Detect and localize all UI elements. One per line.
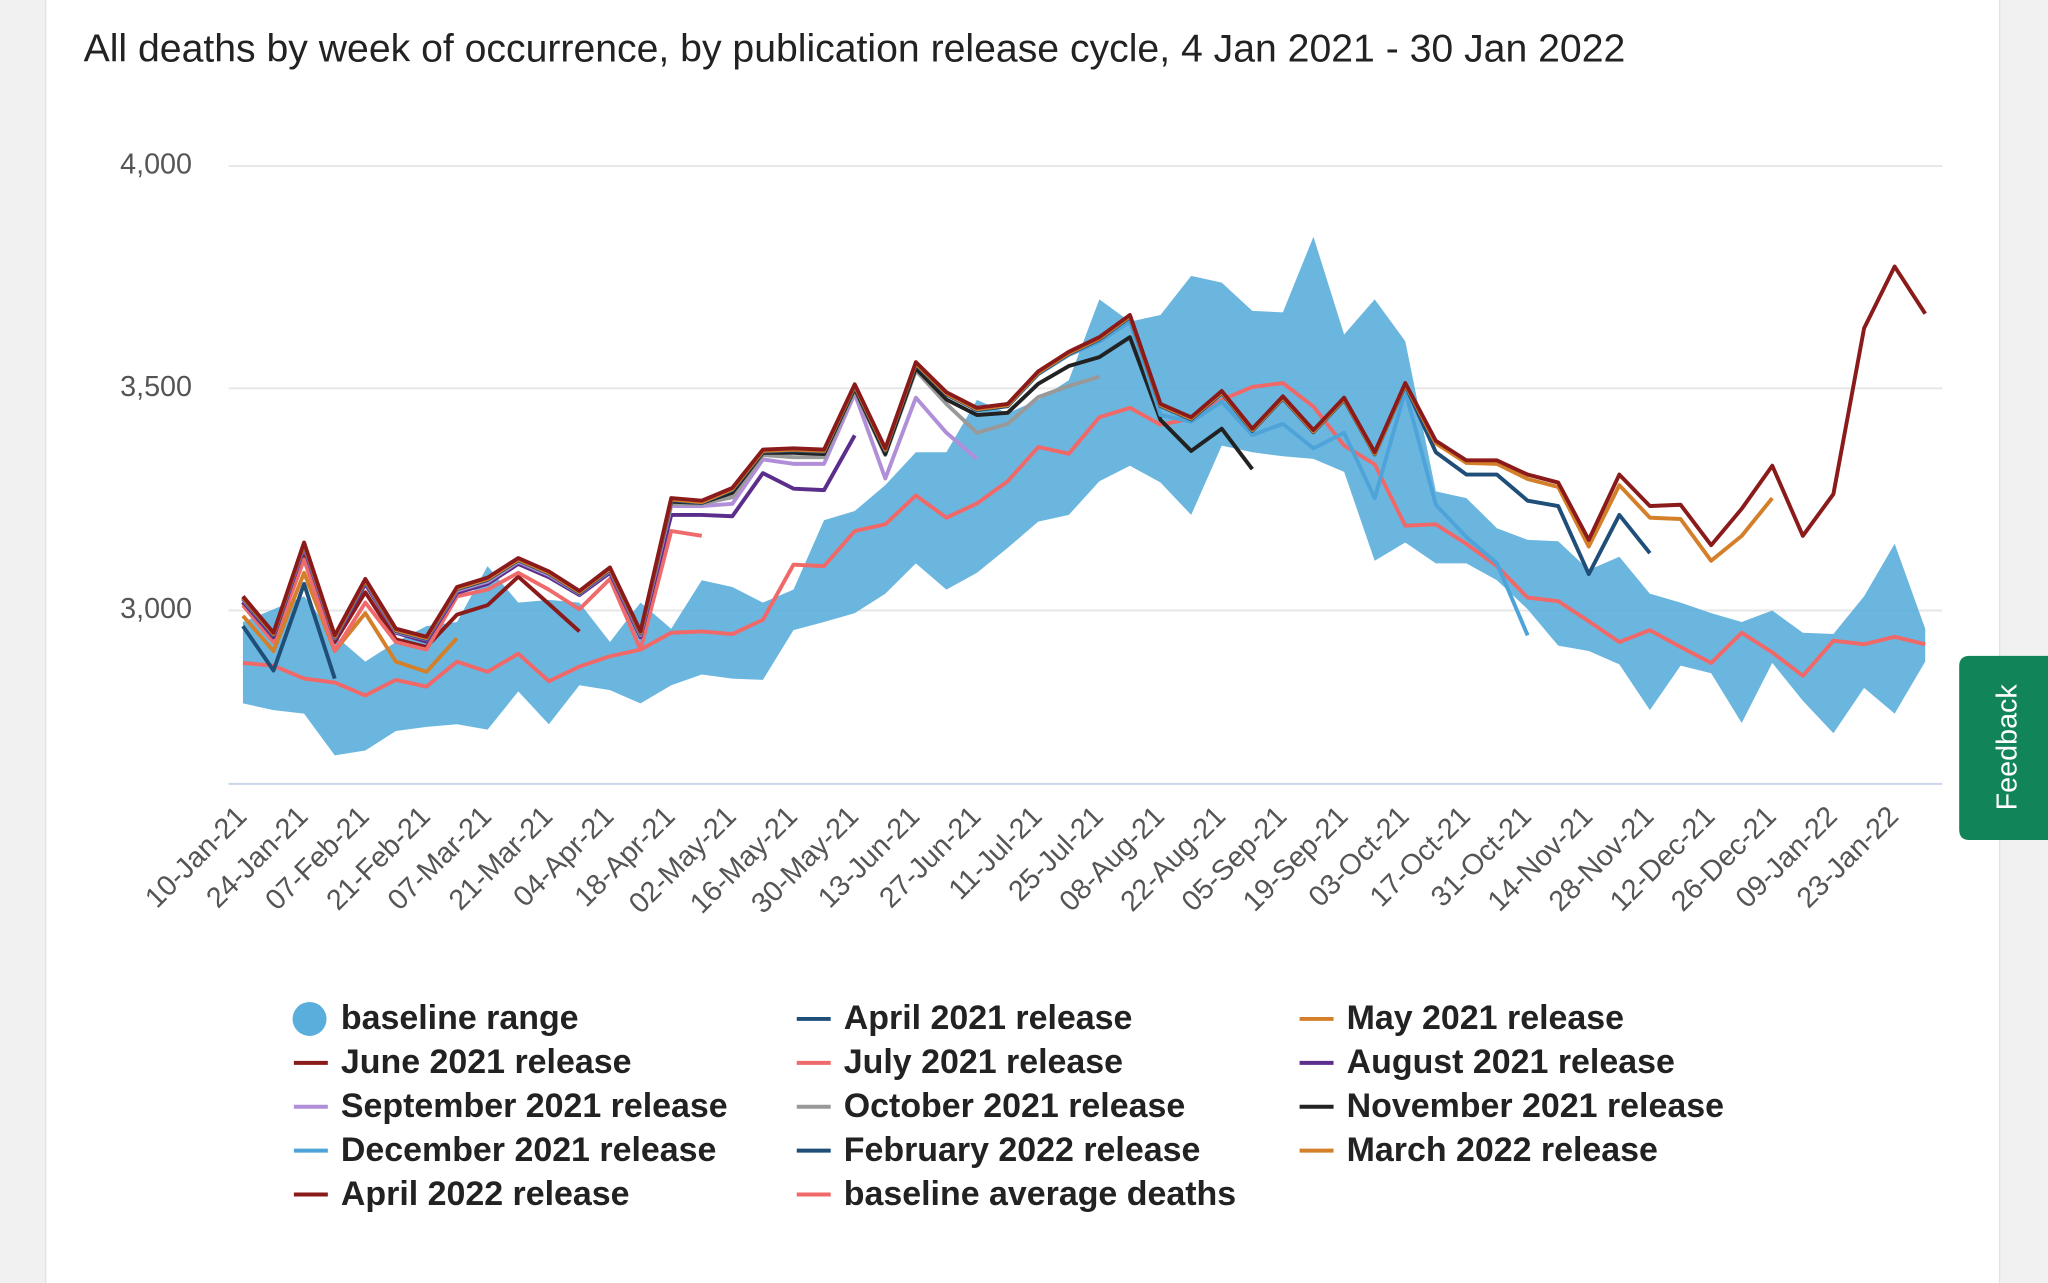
legend-label: September 2021 release bbox=[341, 1087, 728, 1125]
x-tick-labels: 10-Jan-2124-Jan-2107-Feb-2121-Feb-2107-M… bbox=[139, 800, 1905, 920]
legend-label: December 2021 release bbox=[341, 1131, 716, 1169]
legend-label: June 2021 release bbox=[341, 1043, 632, 1081]
feedback-label[interactable]: Feedback bbox=[1991, 684, 2023, 811]
legend-label: July 2021 release bbox=[844, 1043, 1123, 1081]
series-line bbox=[242, 381, 1926, 698]
y-tick-label: 3,500 bbox=[120, 371, 192, 403]
range-area bbox=[242, 236, 1926, 756]
y-tick-label: 3,000 bbox=[120, 593, 192, 625]
plot-area bbox=[241, 236, 1927, 756]
series-line bbox=[241, 581, 337, 680]
legend-label: November 2021 release bbox=[1347, 1087, 1724, 1125]
series-line bbox=[241, 264, 1927, 639]
legend: baseline range April 2021 release May 2021… bbox=[292, 999, 1724, 1213]
series-line bbox=[241, 529, 703, 653]
legend-symbol bbox=[292, 1001, 327, 1036]
legend-label: baseline average deaths bbox=[844, 1175, 1236, 1213]
legend-label: April 2021 release bbox=[844, 999, 1133, 1037]
legend-label: May 2021 release bbox=[1347, 999, 1624, 1037]
legend-label: baseline range bbox=[341, 999, 579, 1037]
chart-title: All deaths by week of occurrence, by pub… bbox=[84, 27, 1626, 70]
legend-label: August 2021 release bbox=[1347, 1043, 1675, 1081]
feedback-tab[interactable] bbox=[1959, 655, 2048, 841]
legend-label: October 2021 release bbox=[844, 1087, 1185, 1125]
series-line bbox=[241, 570, 459, 674]
legend-label: February 2022 release bbox=[844, 1131, 1201, 1169]
legend-label: March 2022 release bbox=[1347, 1131, 1658, 1169]
legend-label: April 2022 release bbox=[341, 1175, 630, 1213]
y-tick-label: 4,000 bbox=[120, 149, 192, 181]
